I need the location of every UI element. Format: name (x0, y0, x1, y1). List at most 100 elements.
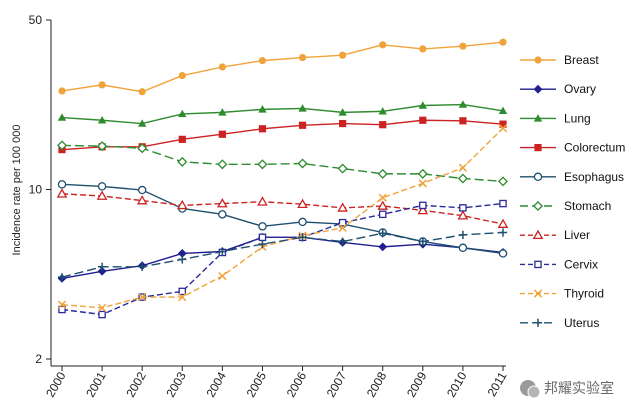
legend-label: Cervix (564, 257, 598, 271)
data-point-lung (378, 107, 387, 115)
legend-item-uterus: Uterus (520, 316, 599, 330)
data-point-breast (218, 63, 226, 71)
series-colorectum (58, 116, 507, 154)
legend-item-esophagus: Esophagus (520, 170, 624, 184)
data-point-liver (297, 198, 308, 209)
data-point-liver (96, 190, 108, 200)
data-point-lung (57, 113, 67, 121)
data-point-lung (137, 119, 147, 127)
data-point-uterus (178, 255, 187, 264)
data-point-uterus (418, 237, 427, 246)
data-point-lung (178, 109, 187, 118)
data-point-stomach (97, 141, 108, 152)
data-point-colorectum (218, 130, 226, 138)
data-point-uterus (218, 247, 227, 256)
data-point-stomach (257, 159, 268, 170)
data-point-cervix (419, 201, 427, 210)
data-point-uterus (57, 273, 67, 282)
data-point-thyroid (498, 124, 508, 133)
series-liver (56, 188, 509, 228)
axes (50, 20, 506, 367)
legend-marker (533, 318, 543, 327)
data-point-uterus (378, 229, 387, 238)
data-point-liver (417, 204, 429, 215)
series-layer (56, 38, 509, 319)
data-point-thyroid (218, 271, 227, 281)
data-point-liver (136, 195, 148, 205)
legend: Breast Ovary Lung Colorectum Esophagus Stomac… (520, 53, 625, 330)
data-point-liver (377, 200, 389, 210)
series-line-esophagus (61, 183, 504, 255)
y-tick-label: 10 (29, 183, 43, 197)
data-point-thyroid (97, 303, 107, 312)
data-point-breast (419, 45, 427, 53)
series-line-stomach (61, 144, 504, 183)
legend-item-liver: Liver (520, 228, 590, 242)
data-point-stomach (177, 156, 188, 167)
data-point-colorectum (298, 121, 307, 129)
watermark: 邦耀实验室 (520, 380, 614, 399)
data-point-colorectum (499, 120, 507, 128)
data-point-lung (498, 106, 508, 115)
data-point-ovary (378, 242, 388, 252)
legend-marker (533, 114, 543, 122)
data-point-colorectum (379, 121, 387, 129)
data-point-breast (138, 88, 146, 96)
x-tick-label: 2006 (284, 369, 310, 399)
x-tick-label: 2008 (364, 369, 390, 399)
data-point-ovary (177, 249, 187, 258)
data-point-breast (379, 41, 387, 49)
data-point-uterus (138, 262, 147, 271)
data-point-breast (298, 53, 307, 62)
legend-item-colorectum: Colorectum (520, 141, 625, 155)
legend-label: Thyroid (564, 287, 604, 301)
data-point-uterus (97, 262, 107, 271)
legend-item-ovary: Ovary (520, 82, 596, 96)
x-tick-label: 2000 (43, 369, 69, 399)
legend-label: Esophagus (564, 170, 624, 184)
data-point-lung (458, 100, 468, 108)
series-line-breast (61, 41, 504, 93)
data-point-lung (97, 116, 107, 124)
x-tick-label: 2010 (444, 369, 470, 399)
legend-item-lung: Lung (520, 111, 591, 125)
data-point-liver (56, 188, 68, 198)
data-point-breast (178, 71, 186, 80)
legend-marker (534, 56, 542, 64)
x-tick-label: 2002 (123, 369, 149, 399)
legend-marker (534, 260, 542, 269)
data-point-stomach (137, 143, 148, 154)
series-line-liver (61, 193, 504, 225)
data-point-breast (459, 42, 467, 50)
data-point-esophagus (137, 185, 147, 195)
series-line-lung (61, 103, 504, 125)
data-point-stomach (337, 163, 348, 174)
data-point-thyroid (57, 300, 67, 309)
data-point-esophagus (498, 249, 508, 258)
data-point-esophagus (218, 210, 227, 219)
data-point-liver (457, 210, 469, 220)
data-point-stomach (56, 140, 68, 151)
data-point-colorectum (459, 117, 467, 125)
data-point-esophagus (97, 182, 107, 191)
data-point-uterus (298, 233, 307, 242)
data-point-lung (338, 108, 347, 116)
data-point-cervix (378, 210, 387, 219)
data-point-esophagus (57, 180, 67, 189)
legend-label: Breast (564, 53, 599, 67)
legend-item-thyroid: Thyroid (520, 287, 604, 301)
legend-label: Uterus (564, 316, 599, 330)
y-tick-label: 50 (29, 13, 43, 27)
data-point-liver (257, 196, 268, 206)
legend-label: Ovary (564, 82, 596, 96)
data-point-cervix (178, 287, 187, 296)
data-point-liver (337, 202, 348, 212)
legend-label: Stomach (564, 199, 611, 213)
data-point-uterus (498, 228, 508, 237)
data-point-cervix (499, 199, 507, 208)
data-point-uterus (258, 240, 267, 249)
data-point-lung (298, 104, 307, 112)
legend-label: Colorectum (564, 141, 625, 155)
x-tick-label: 2004 (203, 369, 229, 399)
